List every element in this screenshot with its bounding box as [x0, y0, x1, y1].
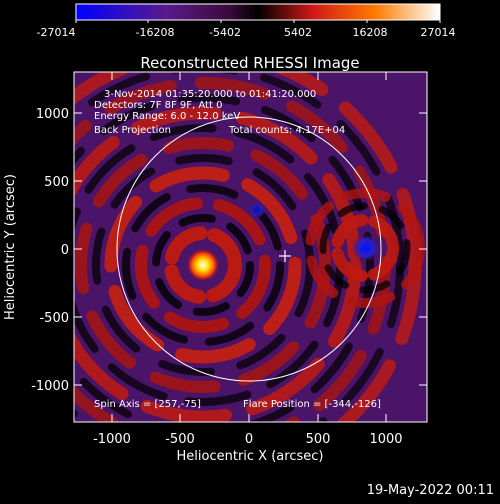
spin-axis-marker-icon: [279, 250, 291, 262]
colorbar-tick-label: -27014: [37, 26, 76, 39]
colorbar-tick-label: -5402: [209, 26, 241, 39]
plot-frame: [73, 71, 428, 423]
solar-limb-circle: [116, 116, 382, 382]
detectors-text: Detectors: 7F 8F 9F, Att 0: [94, 100, 222, 111]
colorbar-tick-label: -16208: [136, 26, 175, 39]
method-text: Back Projection: [94, 125, 171, 136]
x-tick-label: -500: [165, 432, 195, 447]
time-range-text: 3-Nov-2014 01:35:20.000 to 01:41:20.000: [104, 89, 316, 100]
plot-title: Reconstructed RHESSI Image: [140, 54, 359, 72]
y-tick-label: -1000: [31, 379, 69, 394]
negative-source-small: [248, 201, 266, 219]
y-axis-label: Heliocentric Y (arcsec): [3, 174, 18, 320]
footer-timestamp: 19-May-2022 00:11: [366, 483, 494, 498]
y-tick-label: 0: [61, 243, 69, 258]
y-tick-label: 1000: [36, 107, 69, 122]
colorbar: [75, 3, 441, 21]
total-counts-text: Total counts: 4.17E+04: [228, 125, 345, 136]
energy-range-text: Energy Range: 6.0 - 12.0 keV: [94, 111, 240, 122]
colorbar-tick-label: 27014: [421, 26, 456, 39]
y-tick-label: -500: [39, 311, 69, 326]
x-tick-label: 0: [245, 432, 253, 447]
x-axis-label: Heliocentric X (arcsec): [177, 449, 324, 464]
spin-axis-text: Spin Axis = [257,-75]: [94, 399, 201, 410]
bright-source: [187, 249, 219, 281]
colorbar-tick-label: 5402: [284, 26, 312, 39]
colorbar-ticks: -27014 -16208 -5402 5402 16208 27014: [37, 20, 456, 39]
colorbar-tick-label: 16208: [353, 26, 388, 39]
negative-source: [352, 234, 380, 262]
y-tick-label: 500: [44, 175, 69, 190]
flare-position-text: Flare Position = [-344,-126]: [243, 399, 381, 410]
x-tick-label: 500: [306, 432, 331, 447]
x-tick-label: -1000: [93, 432, 131, 447]
reconstructed-image: [74, 72, 427, 422]
x-tick-label: 1000: [369, 432, 402, 447]
axis-ticks: [74, 72, 427, 422]
